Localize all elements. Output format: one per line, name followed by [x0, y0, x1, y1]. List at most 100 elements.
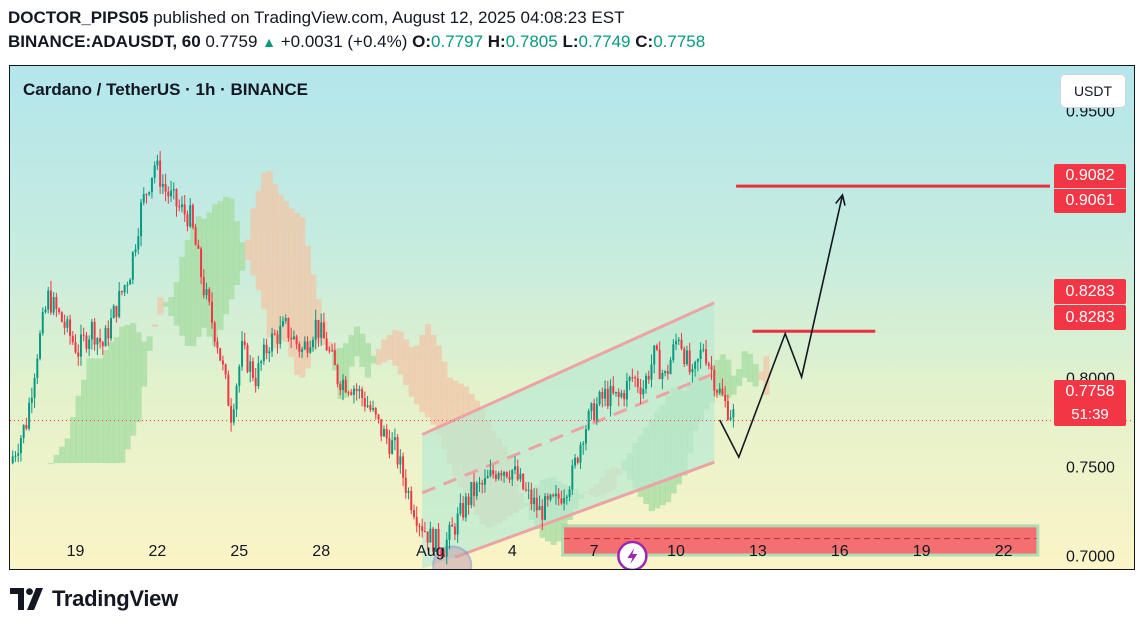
candle-up [172, 189, 175, 191]
chart-frame[interactable]: 0.95000.90000.85000.80000.75000.70001922… [9, 65, 1135, 570]
channel-mid-line [421, 372, 715, 495]
cloud-segment [91, 358, 98, 463]
candle-down [344, 379, 347, 393]
cloud-segment [239, 242, 246, 271]
candle-up [241, 341, 244, 367]
candle-up [41, 312, 44, 334]
candle-down [101, 342, 104, 347]
cloud-segment [266, 170, 273, 338]
candle-down [516, 466, 519, 480]
candle-up [292, 336, 295, 340]
candle-up [126, 284, 129, 286]
open-label: O: [412, 32, 432, 51]
candle-up [22, 425, 25, 438]
current-price-tag: 0.7758 [1054, 380, 1126, 404]
cloud-segment [212, 204, 219, 346]
cloud-segment [736, 369, 743, 387]
candle-down [440, 549, 443, 555]
candle-up [527, 489, 530, 491]
cloud-segment [414, 345, 421, 405]
cloud-segment [64, 438, 71, 464]
cloud-segment [714, 359, 721, 396]
candle-up [39, 333, 42, 359]
candle-down [535, 497, 538, 511]
candle-down [655, 345, 658, 350]
candle-down [508, 476, 511, 480]
candle-up [554, 493, 557, 497]
x-tick-label: 7 [590, 543, 599, 560]
candle-up [232, 409, 235, 423]
candle-down [557, 493, 560, 499]
cloud-segment [228, 198, 235, 300]
candle-down [369, 405, 372, 410]
x-axis: 19 22 25 28 Aug 4 7 10 13 16 19 22 [67, 543, 1013, 560]
cloud-segment [752, 364, 759, 387]
cloud-segment [326, 342, 333, 350]
candle-down [254, 377, 257, 387]
price-change: +0.0031 (+0.4%) [280, 32, 408, 51]
cloud-segment [184, 240, 191, 346]
candle-down [552, 494, 555, 497]
cloud-segment [146, 336, 153, 351]
candles [11, 150, 735, 565]
chart-title: Cardano / TetherUS · 1h · BINANCE [23, 80, 308, 99]
candle-down [453, 526, 456, 535]
candle-up [694, 361, 697, 369]
candle-up [598, 392, 601, 405]
currency-button[interactable]: USDT [1060, 74, 1126, 108]
candle-down [93, 321, 96, 345]
candle-up [503, 472, 506, 476]
x-tick-label: 16 [831, 543, 849, 560]
candle-down [721, 388, 724, 395]
candle-down [230, 405, 233, 423]
price-tag-0: 0.9082 [1054, 164, 1126, 188]
cloud-segment [435, 345, 442, 435]
countdown-tag: 51:39 [1054, 404, 1126, 426]
cloud-segment [162, 302, 169, 307]
candle-down [494, 474, 497, 479]
cloud-segment [59, 446, 66, 464]
candle-up [604, 388, 607, 399]
candle-up [281, 321, 284, 327]
candle-up [513, 466, 516, 470]
candle-up [36, 358, 39, 379]
cloud-segment [392, 330, 399, 366]
cloud-segment [244, 239, 251, 261]
candle-up [44, 309, 47, 313]
channel-upper-line [421, 301, 715, 436]
candle-down [388, 438, 391, 454]
lightning-icon [617, 540, 648, 569]
candle-up [511, 469, 514, 480]
candle-down [210, 301, 213, 323]
candle-up [134, 249, 137, 253]
candle-up [609, 386, 612, 407]
candle-down [208, 289, 211, 302]
price-chart[interactable]: 0.95000.90000.85000.80000.75000.70001922… [10, 66, 1134, 569]
cloud-segment [424, 324, 431, 418]
candle-down [617, 391, 620, 397]
candle-up [620, 392, 623, 397]
candle-up [590, 403, 593, 412]
candle-down [333, 350, 336, 366]
candle-down [186, 214, 189, 227]
cloud-segment [337, 347, 344, 399]
candle-up [90, 321, 93, 340]
candle-up [142, 194, 145, 203]
cloud-segment [250, 208, 257, 276]
author-name[interactable]: DOCTOR_PIPS05 [8, 8, 149, 27]
candle-up [614, 391, 617, 394]
candle-up [391, 440, 394, 454]
x-tick-label: 19 [67, 543, 85, 560]
candle-down [560, 498, 563, 504]
candle-down [265, 344, 268, 354]
candle-down [623, 392, 626, 400]
x-tick-label: 22 [995, 543, 1013, 560]
candle-down [120, 291, 123, 293]
candle-down [680, 339, 683, 349]
high-label: H: [487, 32, 506, 51]
candle-down [194, 227, 197, 246]
tradingview-footer[interactable]: TradingView [10, 585, 178, 613]
candle-down [331, 350, 334, 352]
candle-up [79, 334, 82, 357]
candle-up [33, 378, 36, 398]
